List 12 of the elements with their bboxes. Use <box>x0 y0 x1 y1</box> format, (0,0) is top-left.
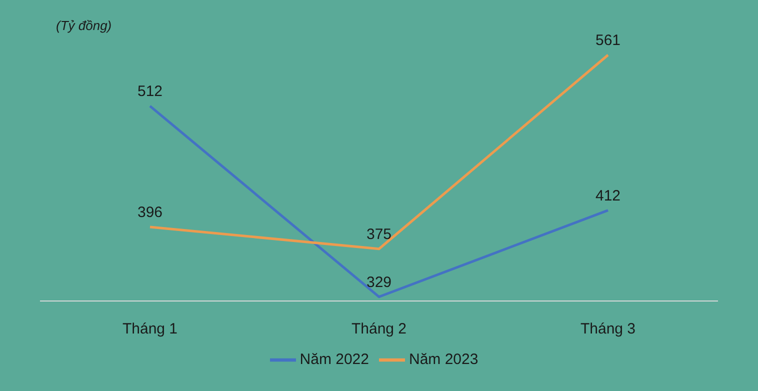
y-axis-title: (Tỷ đồng) <box>56 18 112 33</box>
data-label: 375 <box>366 226 392 243</box>
data-label: 396 <box>137 204 163 221</box>
data-label: 561 <box>595 32 621 50</box>
data-label: 412 <box>595 187 621 204</box>
legend-label: Năm 2023 <box>409 350 478 368</box>
data-label: 329 <box>366 274 392 291</box>
x-tick-label: Tháng 1 <box>122 320 178 338</box>
legend-label: Năm 2022 <box>300 350 369 368</box>
x-tick-label: Tháng 3 <box>580 320 636 338</box>
x-tick-label: Tháng 2 <box>351 320 407 338</box>
data-label: 512 <box>137 83 163 100</box>
